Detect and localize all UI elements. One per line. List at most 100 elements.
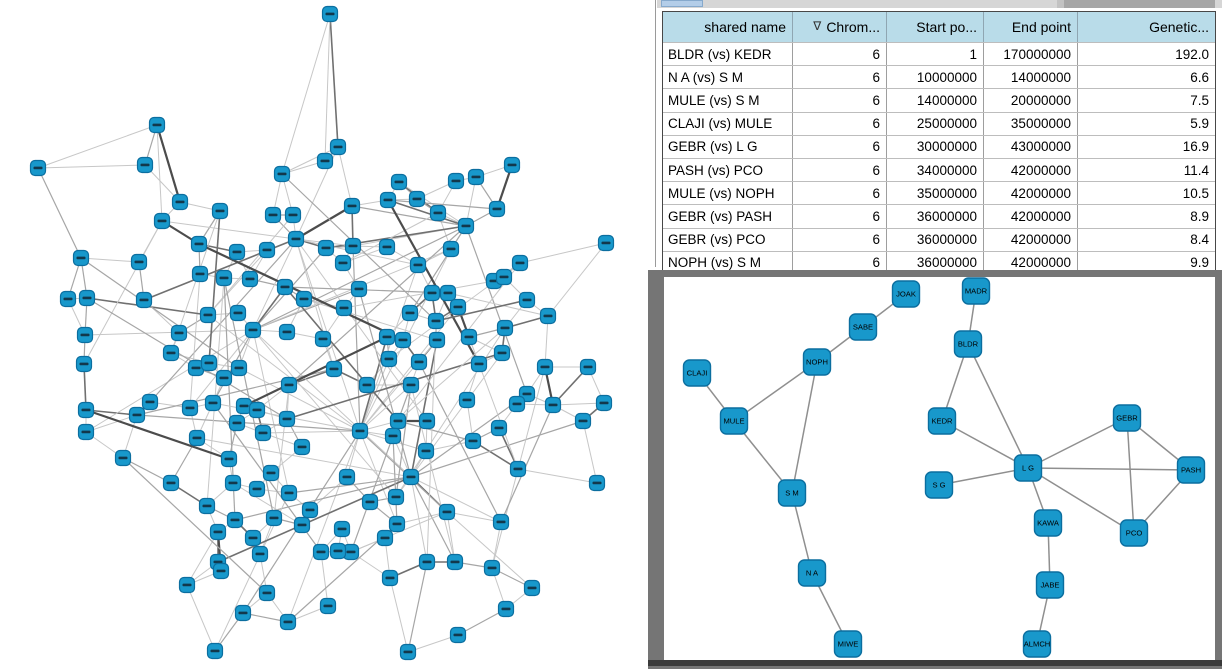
node-label-smudge [339, 306, 349, 310]
scrollbar-thumb[interactable] [661, 0, 703, 7]
node-label-smudge [280, 285, 290, 289]
table-row[interactable]: PASH (vs) PCO 6 34000000 42000000 11.4 [663, 157, 1215, 182]
cell-value: 6 [793, 182, 887, 205]
table-row[interactable]: GEBR (vs) PASH 6 36000000 42000000 8.9 [663, 204, 1215, 228]
network-edge [295, 238, 335, 370]
node-label-smudge [216, 569, 226, 573]
table-row[interactable]: NOPH (vs) S M 6 36000000 42000000 9.9 [663, 250, 1215, 274]
node-label-smudge [414, 360, 424, 364]
node-label: PASH [1181, 466, 1201, 475]
column-header-4[interactable]: Genetic... [1078, 12, 1215, 42]
network-edge[interactable] [1027, 417, 1128, 469]
network-node-almch[interactable] [1022, 630, 1052, 658]
column-header-3[interactable]: End point [984, 12, 1078, 42]
node-label-smudge [388, 434, 398, 438]
node-label-smudge [194, 242, 204, 246]
table-row[interactable]: N A (vs) S M 6 10000000 14000000 6.6 [663, 65, 1215, 89]
network-node-s-g[interactable] [924, 471, 954, 499]
node-label-smudge [522, 298, 532, 302]
network-node-sabe[interactable] [848, 313, 878, 341]
column-header-1[interactable]: ∇ Chrom... [793, 12, 887, 42]
network-edge [252, 329, 290, 494]
network-node-kawa[interactable] [1033, 509, 1063, 537]
cell-value: 14000000 [887, 89, 984, 112]
node-label-smudge [337, 527, 347, 531]
node-label-smudge [63, 297, 73, 301]
node-label-smudge [496, 520, 506, 524]
network-node-noph[interactable] [802, 348, 832, 376]
cell-value: 192.0 [1175, 46, 1209, 62]
network-node-pash[interactable] [1176, 456, 1206, 484]
detail-network-canvas[interactable]: JOAK SABE NOPH CLAJI MULE KEDR S G S M N A MIWE MA… [664, 277, 1215, 660]
network-edge [273, 384, 290, 519]
network-edge [410, 384, 456, 563]
cell-value: 6 [793, 158, 887, 182]
node-label-smudge [79, 362, 89, 366]
node-label-smudge [406, 383, 416, 387]
network-node-bldr[interactable] [953, 330, 983, 358]
table-row[interactable]: MULE (vs) S M 6 14000000 20000000 7.5 [663, 88, 1215, 112]
network-edge [281, 146, 339, 175]
node-label-smudge [513, 467, 523, 471]
node-label-smudge [515, 261, 525, 265]
cell-value: 36000000 [887, 228, 984, 251]
node-label-smudge [118, 456, 128, 460]
cell-value: 7.5 [1190, 92, 1209, 108]
network-node-madr[interactable] [961, 277, 991, 305]
table-row[interactable]: GEBR (vs) L G 6 30000000 43000000 16.9 [663, 134, 1215, 158]
network-node-n-a[interactable] [797, 559, 827, 587]
node-label-smudge [316, 550, 326, 554]
node-label-smudge [134, 260, 144, 264]
network-node-l-g[interactable] [1013, 454, 1043, 482]
network-edge [37, 167, 82, 259]
network-edge [359, 430, 448, 513]
horizontal-scrollbar[interactable] [657, 0, 1222, 8]
node-label-smudge [213, 560, 223, 564]
network-edge [217, 476, 412, 563]
overview-network-canvas[interactable] [0, 0, 648, 669]
node-label-smudge [320, 159, 330, 163]
cell-shared-name: N A (vs) S M [663, 66, 793, 89]
table-row[interactable]: GEBR (vs) PCO 6 36000000 42000000 8.4 [663, 227, 1215, 251]
cell-shared-name: BLDR (vs) KEDR [663, 43, 793, 66]
network-edge[interactable] [938, 467, 1029, 486]
network-edge [252, 329, 412, 478]
network-edge[interactable] [1027, 467, 1135, 534]
cell-value: 35000000 [984, 112, 1078, 135]
table-row[interactable]: CLAJI (vs) MULE 6 25000000 35000000 5.9 [663, 111, 1215, 135]
network-edge[interactable] [1126, 417, 1135, 534]
network-node-jabe[interactable] [1035, 571, 1065, 599]
cell-value: 6 [793, 228, 887, 251]
node-label-smudge [152, 123, 162, 127]
node-label-smudge [192, 436, 202, 440]
network-node-miwe[interactable] [833, 630, 863, 658]
cell-value: 9.9 [1190, 255, 1209, 271]
network-edge[interactable] [967, 343, 1029, 469]
network-edge[interactable] [791, 361, 818, 494]
network-edge[interactable] [941, 420, 1029, 469]
network-edge [252, 329, 397, 498]
network-edge[interactable] [1027, 467, 1192, 471]
table-row[interactable]: MULE (vs) NOPH 6 35000000 42000000 10.5 [663, 181, 1215, 205]
node-label-smudge [394, 180, 404, 184]
network-edge[interactable] [733, 361, 818, 422]
network-node-gebr[interactable] [1112, 404, 1142, 432]
column-header-2[interactable]: Start po... [887, 12, 984, 42]
table-row[interactable]: BLDR (vs) KEDR 6 1 170000000 192.0 [663, 42, 1215, 66]
network-node-joak[interactable] [891, 280, 921, 308]
network-edge [395, 327, 506, 498]
cell-value: 36000000 [887, 205, 984, 228]
node-label-smudge [453, 633, 463, 637]
network-node-pco[interactable] [1119, 519, 1149, 547]
node-label-smudge [182, 583, 192, 587]
overview-network-panel [0, 0, 648, 669]
network-node-s-m[interactable] [777, 479, 807, 507]
column-header-0[interactable]: shared name [663, 12, 793, 42]
node-label-smudge [347, 204, 357, 208]
node-label-smudge [433, 211, 443, 215]
node-label-smudge [238, 611, 248, 615]
filter-icon[interactable]: ∇ [813, 19, 822, 33]
network-node-claji[interactable] [682, 359, 712, 387]
network-node-mule[interactable] [719, 407, 749, 435]
network-node-kedr[interactable] [927, 407, 957, 435]
